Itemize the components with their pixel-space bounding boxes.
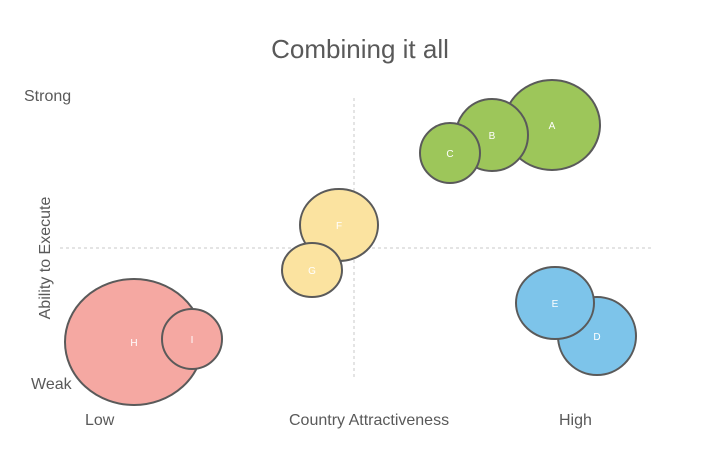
y-axis-low-label: Weak	[31, 376, 72, 393]
x-axis-title: Country Attractiveness	[289, 412, 450, 429]
x-axis-low-label: Low	[85, 412, 115, 429]
y-axis-high-label: Strong	[24, 88, 72, 105]
bubble-label-g: G	[308, 266, 316, 277]
bubble-label-h: H	[130, 338, 137, 349]
bubble-e: E	[515, 266, 595, 340]
x-axis-high-label: High	[559, 412, 592, 429]
bubble-label-f: F	[336, 221, 342, 232]
bubble-shape-e	[515, 266, 595, 340]
bubble-shape-c	[419, 122, 481, 184]
bubble-label-a: A	[549, 121, 556, 132]
bubble-shape-g	[281, 242, 343, 298]
bubble-layer: A B C F G H I D E	[64, 79, 637, 406]
bubble-label-b: B	[489, 131, 496, 142]
bubble-g: G	[281, 242, 343, 298]
bubble-label-d: D	[593, 332, 600, 343]
bubble-label-c: C	[446, 149, 453, 160]
bubble-i: I	[161, 308, 223, 370]
bubble-shape-i	[161, 308, 223, 370]
bubble-label-i: I	[191, 335, 194, 346]
y-axis-title: Ability to Execute	[37, 196, 54, 320]
bubble-c: C	[419, 122, 481, 184]
chart-title: Combining it all	[271, 34, 449, 64]
bubble-label-e: E	[552, 299, 559, 310]
